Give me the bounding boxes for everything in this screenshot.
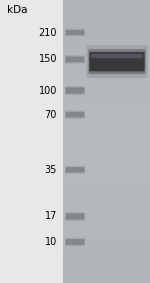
- FancyBboxPatch shape: [66, 112, 84, 117]
- FancyBboxPatch shape: [65, 55, 85, 64]
- FancyBboxPatch shape: [66, 213, 84, 220]
- Text: 150: 150: [39, 54, 57, 65]
- FancyBboxPatch shape: [65, 29, 85, 37]
- FancyBboxPatch shape: [65, 238, 85, 246]
- Bar: [63, 0, 150, 283]
- FancyBboxPatch shape: [89, 52, 145, 71]
- Text: 35: 35: [45, 165, 57, 175]
- FancyBboxPatch shape: [65, 166, 85, 174]
- Text: 100: 100: [39, 85, 57, 96]
- FancyBboxPatch shape: [66, 167, 84, 172]
- Text: kDa: kDa: [8, 5, 28, 15]
- FancyBboxPatch shape: [65, 212, 85, 221]
- Text: 70: 70: [45, 110, 57, 120]
- FancyBboxPatch shape: [88, 49, 146, 74]
- FancyBboxPatch shape: [86, 45, 148, 78]
- Text: 210: 210: [39, 27, 57, 38]
- FancyBboxPatch shape: [66, 239, 84, 245]
- Text: 10: 10: [45, 237, 57, 247]
- FancyBboxPatch shape: [66, 87, 84, 94]
- FancyBboxPatch shape: [66, 57, 84, 62]
- FancyBboxPatch shape: [65, 110, 85, 119]
- FancyBboxPatch shape: [65, 86, 85, 95]
- FancyBboxPatch shape: [66, 30, 84, 35]
- FancyBboxPatch shape: [91, 54, 143, 58]
- Text: 17: 17: [45, 211, 57, 222]
